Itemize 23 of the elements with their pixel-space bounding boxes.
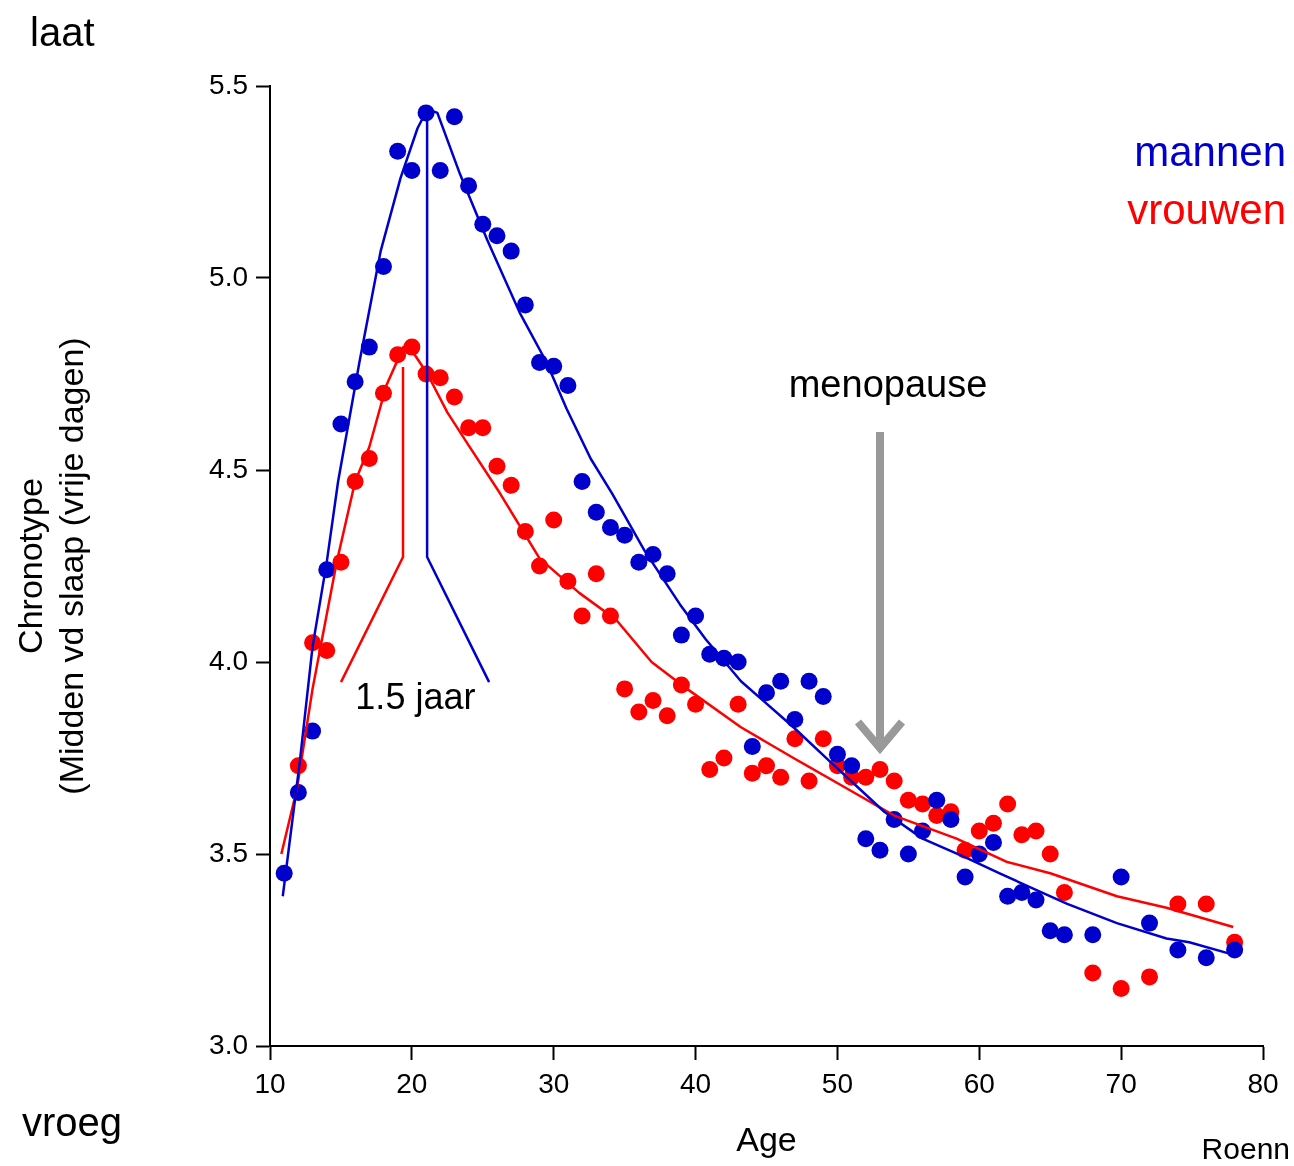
text: Roenn [1201, 1132, 1290, 1166]
text: laat [30, 10, 95, 55]
y-tick-label: 5.0 [209, 260, 248, 292]
x-tick-label: 70 [1105, 1067, 1137, 1099]
y-axis-title: Chronotype (Midden vd slaap (vrije dagen) [10, 337, 90, 795]
x-tick-label: 80 [1247, 1067, 1279, 1099]
x-tick-label: 10 [254, 1067, 286, 1099]
x-tick-label: 20 [396, 1067, 428, 1099]
annotation: 1.5 jaar [355, 676, 476, 719]
text: mannen [1133, 127, 1286, 177]
y-tick-label: 5.5 [209, 68, 248, 100]
text: vroeg [22, 1100, 123, 1145]
x-tick-label: 50 [821, 1067, 854, 1099]
annotation: menopause [788, 363, 988, 406]
text: vrouwen [1127, 185, 1286, 235]
y-tick-label: 3.0 [209, 1028, 248, 1060]
y-tick-label: 4.5 [209, 452, 248, 484]
y-tick-label: 3.5 [209, 836, 248, 868]
x-tick-label: 40 [679, 1067, 712, 1099]
y-tick-label: 4.0 [209, 644, 248, 676]
x-tick-label: 30 [538, 1067, 570, 1099]
x-axis-title: Age [736, 1119, 797, 1158]
x-tick-label: 60 [963, 1067, 995, 1099]
